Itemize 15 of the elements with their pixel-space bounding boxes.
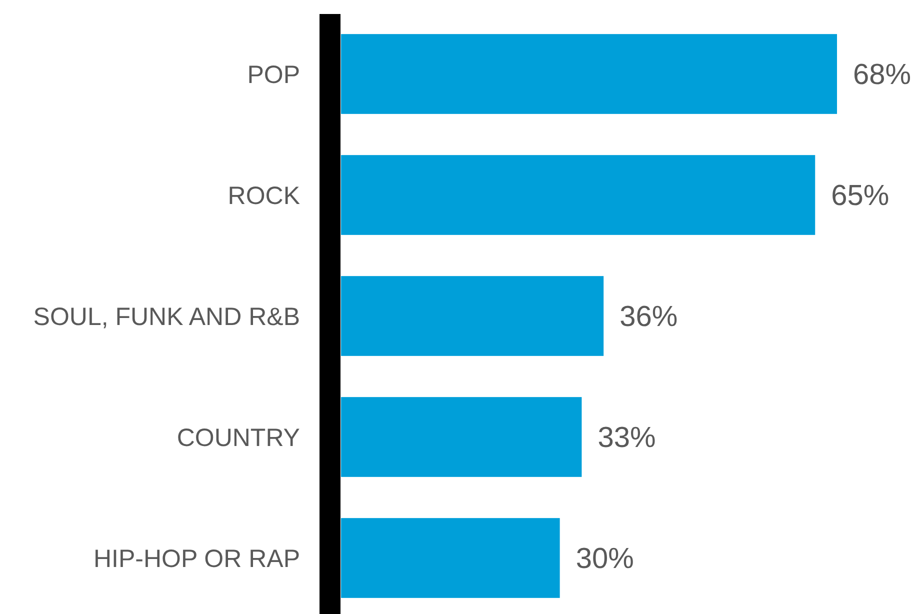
data-label: 65% <box>831 180 890 212</box>
data-label: 68% <box>853 59 912 92</box>
y-tick-label: COUNTRY <box>176 424 300 452</box>
y-tick-label: POP <box>247 60 300 89</box>
y-tick-label: SOUL, FUNK AND R&B <box>33 302 300 331</box>
data-label: 33% <box>598 422 656 454</box>
data-label: 36% <box>620 301 678 334</box>
bar <box>341 155 816 235</box>
bar <box>341 518 560 598</box>
bar <box>341 34 837 114</box>
data-label: 30% <box>576 543 634 576</box>
bar <box>341 276 604 356</box>
y-tick-label: ROCK <box>228 182 300 210</box>
bar <box>341 397 582 477</box>
y-tick-label: HIP-HOP OR RAP <box>93 544 300 573</box>
